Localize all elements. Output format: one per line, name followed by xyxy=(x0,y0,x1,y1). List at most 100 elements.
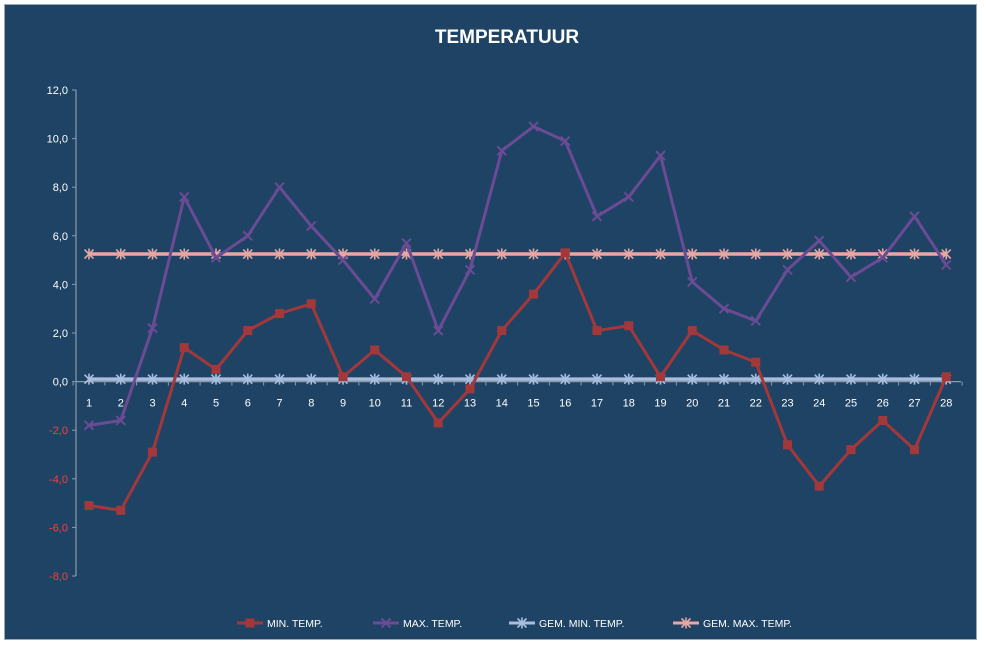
data-point xyxy=(687,373,698,385)
data-point xyxy=(814,235,825,246)
x-tick-label: 26 xyxy=(877,398,889,410)
data-point xyxy=(750,248,761,260)
data-point xyxy=(433,373,444,385)
data-point xyxy=(782,264,793,276)
x-tick-label: 20 xyxy=(686,398,698,410)
data-point xyxy=(401,237,412,249)
data-point xyxy=(623,248,634,260)
data-point xyxy=(845,373,857,385)
data-point xyxy=(941,259,952,271)
data-point xyxy=(147,248,158,260)
x-tick-label: 22 xyxy=(750,398,762,410)
data-point xyxy=(623,373,634,385)
data-point xyxy=(814,373,825,385)
data-point xyxy=(242,373,253,385)
data-point xyxy=(306,220,317,232)
data-point xyxy=(274,373,285,385)
data-point xyxy=(528,121,539,132)
data-point xyxy=(814,248,825,260)
data-point xyxy=(941,248,952,260)
data-point xyxy=(433,418,443,428)
data-point xyxy=(369,293,380,305)
legend-label: MAX. TEMP. xyxy=(403,618,462,630)
legend-label: GEM. MIN. TEMP. xyxy=(539,618,624,630)
data-point xyxy=(115,415,126,426)
data-point xyxy=(211,364,221,374)
data-point xyxy=(210,373,222,385)
data-point xyxy=(337,254,349,266)
data-point xyxy=(845,248,857,260)
y-tick-label: 10,0 xyxy=(47,134,68,146)
x-tick-label: 18 xyxy=(623,398,635,410)
data-point xyxy=(528,373,539,385)
data-point xyxy=(751,357,761,367)
data-point xyxy=(83,373,95,385)
data-point xyxy=(718,303,730,314)
legend-item: MIN. TEMP. xyxy=(237,618,323,630)
data-point xyxy=(878,415,888,425)
x-tick-label: 21 xyxy=(718,398,730,410)
x-tick-label: 28 xyxy=(940,398,952,410)
series-min-temp xyxy=(84,248,951,515)
data-point xyxy=(909,248,920,260)
x-tick-label: 2 xyxy=(118,398,124,410)
data-point xyxy=(306,299,316,309)
data-point xyxy=(750,315,761,327)
data-point xyxy=(846,445,856,455)
series-max-temp xyxy=(83,121,952,431)
x-tick-label: 10 xyxy=(369,398,381,410)
data-point xyxy=(592,326,602,336)
data-point xyxy=(210,252,222,263)
data-point xyxy=(782,373,793,385)
x-tick-label: 24 xyxy=(813,398,825,410)
y-tick-label: 0,0 xyxy=(53,377,68,389)
data-point xyxy=(623,191,634,203)
series-line xyxy=(88,124,948,427)
data-point xyxy=(783,440,792,450)
data-point xyxy=(782,248,793,260)
data-point xyxy=(465,384,475,394)
data-point xyxy=(909,211,920,222)
x-tick-label: 7 xyxy=(276,398,282,410)
legend-marker xyxy=(245,618,255,628)
legend-item: GEM. MIN. TEMP. xyxy=(509,617,624,630)
data-point xyxy=(560,373,571,385)
data-point xyxy=(655,248,666,260)
x-tick-label: 14 xyxy=(496,398,508,410)
x-tick-label: 25 xyxy=(845,398,857,410)
data-point xyxy=(275,309,284,319)
data-point xyxy=(655,150,666,161)
data-point xyxy=(624,321,634,331)
y-tick-label: -8,0 xyxy=(49,571,68,583)
data-point xyxy=(687,326,697,336)
x-tick-label: 17 xyxy=(591,398,603,410)
x-tick-label: 1 xyxy=(86,398,92,410)
x-tick-label: 27 xyxy=(908,398,920,410)
y-tick-label: -6,0 xyxy=(49,522,68,534)
data-point xyxy=(529,289,538,299)
data-point xyxy=(369,248,380,260)
data-point xyxy=(687,248,698,260)
data-point xyxy=(179,191,190,203)
data-point xyxy=(84,501,94,511)
data-point xyxy=(718,373,730,385)
data-point xyxy=(83,248,95,260)
data-point xyxy=(591,373,603,385)
data-point xyxy=(338,372,348,382)
x-tick-label: 13 xyxy=(464,398,476,410)
legend: MIN. TEMP. MAX. TEMP. GEM. MIN. TEMP. GEM. … xyxy=(237,617,792,630)
series-line xyxy=(88,251,948,512)
data-point xyxy=(496,373,507,385)
data-point xyxy=(528,248,539,260)
data-point xyxy=(433,325,444,336)
data-point xyxy=(148,447,157,457)
data-point xyxy=(687,276,698,288)
data-point xyxy=(274,248,285,260)
legend-item: GEM. MAX. TEMP. xyxy=(673,617,792,630)
x-tick-label: 19 xyxy=(654,398,666,410)
data-point xyxy=(116,505,126,515)
data-point xyxy=(464,264,476,276)
data-point xyxy=(242,248,253,260)
data-point xyxy=(179,343,189,353)
x-tick-label: 9 xyxy=(340,398,346,410)
